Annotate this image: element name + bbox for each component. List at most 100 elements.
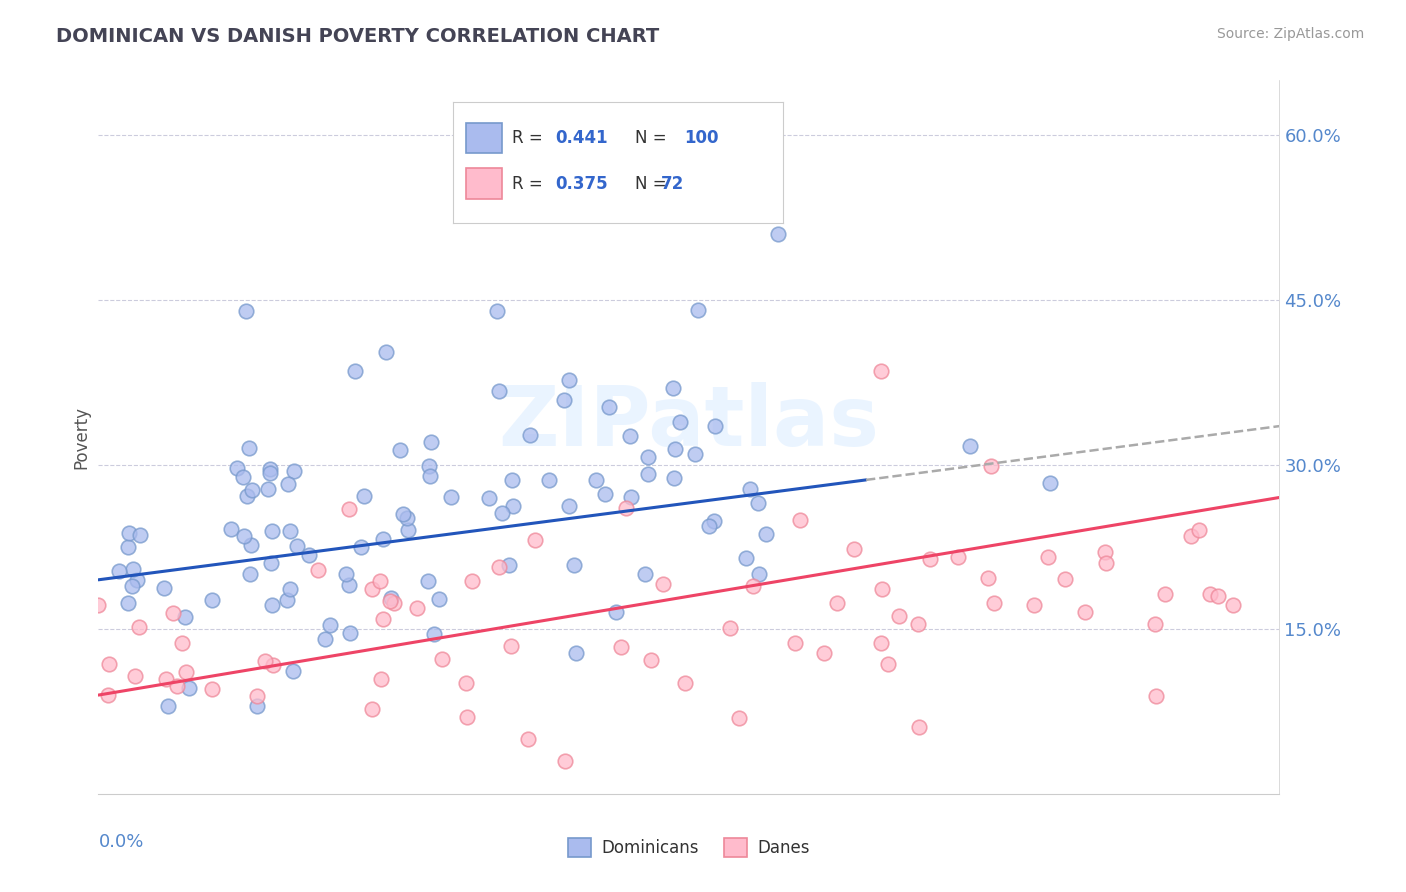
Point — [236, 489, 259, 503]
Point — [298, 548, 321, 562]
Point — [519, 427, 541, 442]
Point — [124, 669, 146, 683]
Point — [844, 541, 866, 556]
Text: 0.0%: 0.0% — [98, 833, 143, 851]
Point — [129, 528, 152, 542]
Point — [686, 303, 709, 318]
Point — [152, 581, 174, 595]
Point — [1074, 605, 1097, 619]
Point — [488, 384, 510, 398]
Y-axis label: Poverty: Poverty — [72, 406, 90, 468]
Point — [219, 522, 242, 536]
Point — [339, 626, 361, 640]
Point — [870, 364, 893, 378]
Point — [396, 511, 419, 525]
Point — [598, 400, 620, 414]
Point — [423, 626, 446, 640]
Point — [1222, 598, 1244, 612]
Point — [307, 563, 329, 577]
Point — [392, 508, 415, 522]
Point — [1188, 523, 1211, 537]
Point — [262, 657, 284, 672]
Point — [277, 477, 299, 491]
Point — [783, 636, 806, 650]
Point — [537, 473, 560, 487]
Point — [235, 303, 257, 318]
Point — [516, 731, 538, 746]
Point — [652, 577, 675, 591]
Point — [478, 491, 501, 506]
Point — [375, 345, 398, 359]
Point — [430, 652, 453, 666]
Point — [174, 610, 197, 624]
Point — [870, 582, 893, 596]
Point — [457, 710, 479, 724]
Point — [959, 439, 981, 453]
Point — [456, 675, 478, 690]
Point — [491, 506, 513, 520]
Point — [946, 549, 969, 564]
Point — [1208, 589, 1230, 603]
Point — [97, 688, 120, 702]
Point — [419, 435, 441, 450]
Point — [371, 532, 394, 546]
Point — [1199, 586, 1222, 600]
Point — [87, 598, 110, 612]
Point — [558, 373, 581, 387]
Point — [172, 635, 194, 649]
Point — [664, 442, 686, 457]
Point — [789, 513, 811, 527]
Point — [174, 665, 197, 679]
Point — [703, 514, 725, 528]
Point — [226, 460, 249, 475]
Point — [918, 551, 941, 566]
Point — [813, 646, 835, 660]
Point — [738, 483, 761, 497]
Point — [335, 567, 357, 582]
Point — [673, 675, 696, 690]
Point — [766, 227, 789, 241]
Point — [553, 393, 575, 408]
Point — [486, 303, 509, 318]
Point — [440, 490, 463, 504]
Point — [619, 490, 641, 504]
Point — [593, 487, 616, 501]
Point — [117, 540, 139, 554]
Point — [634, 566, 657, 581]
Point — [461, 574, 484, 589]
Point — [748, 567, 770, 582]
Point — [278, 524, 301, 539]
Point — [1054, 572, 1077, 586]
Text: Source: ZipAtlas.com: Source: ZipAtlas.com — [1216, 27, 1364, 41]
Point — [870, 636, 893, 650]
Point — [283, 464, 305, 478]
Point — [396, 523, 419, 537]
Point — [117, 596, 139, 610]
Point — [382, 596, 405, 610]
Point — [368, 574, 391, 589]
Point — [564, 558, 586, 572]
Point — [735, 551, 758, 566]
Point — [825, 596, 848, 610]
Point — [238, 441, 260, 455]
Point — [319, 618, 342, 632]
Point — [1024, 598, 1046, 612]
Point — [350, 540, 373, 554]
Point — [669, 416, 692, 430]
Point — [907, 721, 929, 735]
Point — [246, 690, 269, 704]
Point — [419, 469, 441, 483]
Point — [98, 657, 121, 671]
Point — [1039, 475, 1062, 490]
Point — [371, 612, 394, 626]
Point — [260, 524, 283, 538]
Point — [370, 672, 392, 686]
Point — [353, 489, 375, 503]
Point — [605, 605, 627, 619]
Point — [498, 558, 520, 572]
Point — [201, 593, 224, 607]
Point — [1153, 587, 1175, 601]
Point — [122, 562, 145, 576]
Point — [662, 381, 685, 395]
Point — [232, 470, 254, 484]
